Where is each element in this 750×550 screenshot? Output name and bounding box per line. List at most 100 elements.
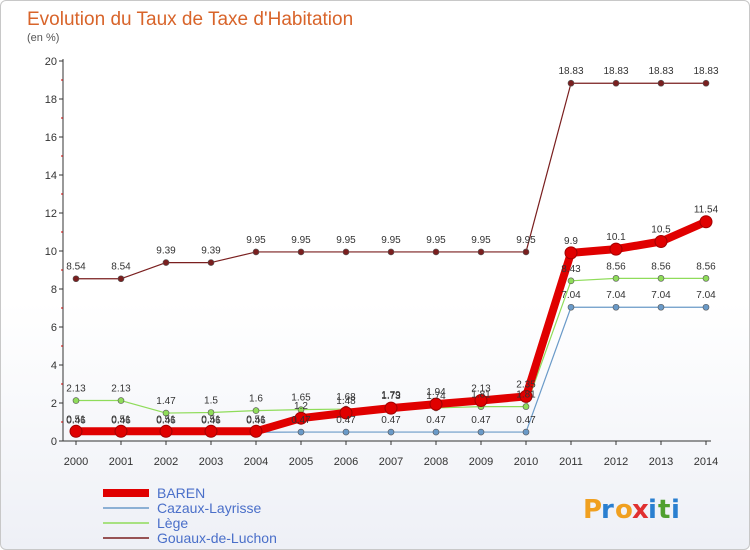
data-point: [72, 275, 80, 283]
data-point: [699, 215, 713, 229]
data-point: [297, 248, 305, 256]
x-tick-label: 2004: [244, 456, 268, 468]
data-label: 0.46: [156, 415, 176, 426]
data-label: 0.51: [111, 414, 131, 425]
series-layer: [69, 79, 713, 438]
data-label: 7.04: [651, 290, 671, 301]
data-label: 2.13: [111, 384, 131, 395]
x-tick-label: 2008: [424, 456, 448, 468]
data-label: 9.95: [381, 235, 401, 246]
data-label: 1.6: [249, 394, 263, 405]
data-point: [387, 428, 395, 436]
data-label: 8.54: [66, 262, 86, 273]
logo-letter: P: [583, 495, 602, 525]
data-point: [702, 275, 710, 282]
data-label: 9.95: [336, 235, 356, 246]
data-point: [207, 259, 215, 266]
legend-label: Gouaux-de-Luchon: [157, 530, 277, 546]
data-point: [567, 303, 575, 311]
data-label: 0.47: [426, 415, 446, 426]
data-label: 0.51: [156, 414, 176, 425]
data-label: 2.35: [516, 379, 536, 390]
data-point: [252, 248, 260, 256]
data-label: 10.5: [651, 225, 671, 236]
data-point: [114, 424, 128, 438]
data-label: 8.56: [696, 261, 716, 272]
data-point: [522, 403, 530, 410]
data-point: [429, 397, 443, 411]
data-point: [522, 428, 530, 436]
data-label: 1.5: [204, 396, 218, 407]
y-tick-label: 14: [45, 170, 57, 182]
legend-label: Lège: [157, 515, 188, 531]
data-point: [342, 428, 350, 436]
data-point: [612, 79, 620, 87]
data-point: [432, 248, 440, 256]
y-tick-label: 18: [45, 94, 57, 106]
data-point: [162, 409, 170, 417]
axes: 0 2 4 6 8 10 12 14 16 18 20 2000 2001 2002 2003 2004 200…: [45, 56, 718, 468]
data-point: [432, 428, 440, 436]
data-point: [567, 277, 575, 285]
x-tick-label: 2009: [469, 456, 493, 468]
logo-letter: t: [658, 495, 670, 525]
y-tick-label: 12: [45, 208, 57, 220]
data-point: [69, 424, 83, 438]
x-tick-label: 2011: [559, 456, 583, 468]
y-tick-label: 0: [51, 436, 57, 448]
data-label: 9.9: [564, 236, 578, 247]
data-label: 0.46: [246, 415, 266, 426]
data-label: 1.73: [381, 391, 401, 402]
data-point: [477, 248, 485, 256]
data-label: 9.95: [516, 235, 536, 246]
data-label: 1.81: [471, 390, 491, 401]
data-label: 7.04: [561, 290, 581, 301]
data-label: 0.46: [111, 415, 131, 426]
data-point: [159, 424, 173, 438]
data-label: 0.46: [201, 415, 221, 426]
data-label: 18.83: [558, 66, 583, 77]
x-tick-label: 2007: [379, 456, 403, 468]
data-label: 1.47: [156, 396, 176, 407]
data-label: 1.74: [426, 391, 446, 402]
data-label: 9.95: [246, 235, 266, 246]
data-point: [249, 424, 263, 438]
data-label: 0.47: [336, 415, 356, 426]
data-point: [474, 394, 488, 408]
data-label: 8.43: [561, 264, 581, 275]
x-tick-label: 2000: [64, 456, 88, 468]
logo-letter: x: [632, 495, 649, 525]
data-label: 1.94: [426, 387, 446, 398]
x-tick-label: 2003: [199, 456, 223, 468]
data-point: [477, 428, 485, 436]
data-label: 0.46: [66, 415, 86, 426]
data-label: 2.13: [66, 384, 86, 395]
data-label: 9.95: [471, 235, 491, 246]
data-point: [384, 401, 398, 415]
data-label: 0.47: [381, 415, 401, 426]
x-tick-label: 2012: [604, 456, 628, 468]
y-tick-label: 4: [51, 360, 57, 372]
data-label: 18.83: [603, 66, 628, 77]
data-label: 7.04: [606, 290, 626, 301]
chart-subtitle: (en %): [27, 32, 59, 44]
data-point: [657, 275, 665, 282]
data-point: [339, 406, 353, 420]
x-tick-label: 2002: [154, 456, 178, 468]
logo-letter: i: [648, 495, 657, 525]
x-tick-label: 2006: [334, 456, 358, 468]
data-point: [702, 79, 710, 87]
y-tick-label: 8: [51, 284, 57, 296]
data-point: [252, 407, 260, 414]
data-label: 10.1: [606, 232, 626, 243]
logo-letter: r: [601, 495, 614, 525]
data-label: 1.79: [381, 390, 401, 401]
data-point: [117, 397, 125, 404]
x-tick-label: 2001: [109, 456, 133, 468]
data-point: [609, 242, 623, 256]
data-label: 0.47: [291, 415, 311, 426]
data-label: 1.2: [294, 401, 308, 412]
data-label: 1.48: [336, 396, 356, 407]
